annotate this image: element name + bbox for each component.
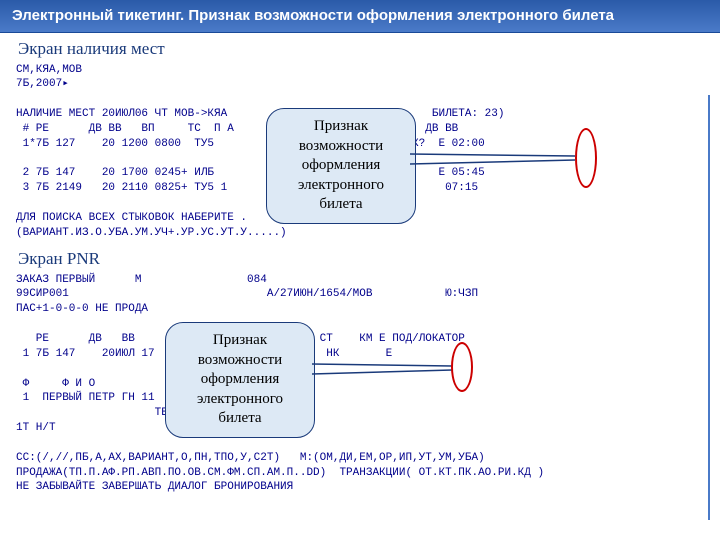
callout2-l3: оформления [180, 370, 300, 390]
page-title: Электронный тикетинг. Признак возможност… [12, 6, 708, 26]
t1-l12: (ВАРИАНТ.ИЗ.О.УБА.УМ.УЧ+.УР.УС.УТ.У.....… [16, 227, 287, 239]
highlight-ellipse-1 [575, 128, 597, 188]
callout2-l2: возможности [180, 351, 300, 371]
t2-l2: 99СИР001 А/27ИЮН/1654/МОВ Ю:ЧЗП [16, 288, 478, 300]
callout1-l1: Признак [281, 117, 401, 137]
callout1-tail [410, 146, 580, 176]
t1-l11: ДЛЯ ПОИСКА ВСЕХ СТЫКОВОК НАБЕРИТЕ . [16, 212, 247, 224]
callout2-tail [312, 356, 457, 386]
callout-eticket-2: Признак возможности оформления электронн… [165, 322, 315, 438]
t2-l11: 1Т Н/Т [16, 422, 56, 434]
header-bar: Электронный тикетинг. Признак возможност… [0, 0, 720, 33]
right-border-line [708, 95, 710, 520]
t2-l15: НЕ ЗАБЫВАЙТЕ ЗАВЕРШАТЬ ДИАЛОГ БРОНИРОВАН… [16, 481, 293, 493]
section1-title: Экран наличия мест [0, 33, 720, 61]
t2-l8: Ф Ф И О [16, 378, 95, 390]
highlight-ellipse-2 [451, 342, 473, 392]
section2-title: Экран PNR [0, 243, 720, 271]
t1-l2: 7Б,2007▸ [16, 78, 69, 90]
callout-eticket-1: Признак возможности оформления электронн… [266, 108, 416, 224]
t2-l9: 1 ПЕРВЫЙ ПЕТР ГН 11 [16, 392, 155, 404]
callout1-l4: электронного [281, 176, 401, 196]
callout2-l4: электронного [180, 390, 300, 410]
t2-l1: ЗАКАЗ ПЕРВЫЙ М 084 [16, 274, 267, 286]
t1-l1: СМ,КЯА,МОВ [16, 64, 82, 76]
t2-l14: ПРОДАЖА(ТП.П.АФ.РП.АВП.ПО.ОВ.СМ.ФМ.СП.АМ… [16, 467, 544, 479]
callout1-l2: возможности [281, 137, 401, 157]
callout1-l5: билета [281, 195, 401, 215]
t1-l4: НАЛИЧИЕ МЕСТ 20ИЮЛ06 ЧТ МОВ->КЯА БИЛЕТА:… [16, 108, 504, 120]
t2-l3: ПАС+1-0-0-0 НЕ ПРОДА [16, 303, 148, 315]
callout2-l5: билета [180, 409, 300, 429]
callout2-l1: Признак [180, 331, 300, 351]
callout1-l3: оформления [281, 156, 401, 176]
t2-l13: СС:(/,//,ПБ,А,АХ,ВАРИАНТ,О,ПН,ТПО,У,С2Т)… [16, 452, 485, 464]
